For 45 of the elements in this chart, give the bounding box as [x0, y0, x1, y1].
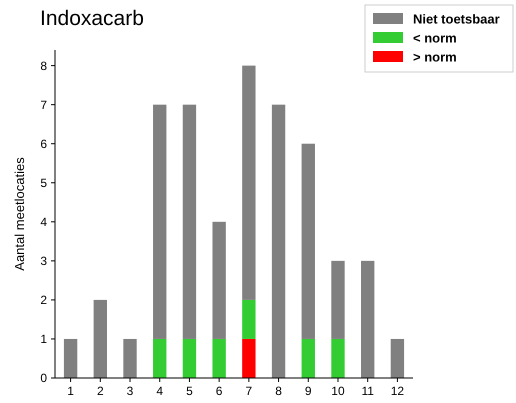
x-tick-label: 1 — [67, 384, 74, 398]
y-tick-label: 5 — [40, 176, 48, 190]
bar — [94, 300, 107, 378]
bar — [182, 338, 196, 378]
x-tick-label: 3 — [126, 384, 134, 398]
bar — [272, 104, 286, 378]
bar — [242, 338, 256, 378]
bar — [361, 260, 374, 378]
bar — [302, 338, 315, 378]
x-tick-label: 5 — [186, 384, 194, 398]
y-tick-label: 3 — [40, 254, 48, 268]
x-tick-label: 11 — [361, 384, 374, 398]
bar — [242, 66, 256, 300]
y-tick-label: 0 — [40, 371, 48, 386]
bar — [242, 300, 256, 339]
y-tick-label: 4 — [40, 215, 48, 230]
bar — [182, 104, 196, 339]
chart-title: Indoxacarb — [40, 7, 144, 30]
y-tick-label: 8 — [40, 58, 48, 73]
legend-label: Niet toetsbaar — [413, 12, 500, 27]
x-tick-label: 6 — [216, 384, 223, 398]
x-tick-label: 8 — [275, 384, 282, 398]
bar — [331, 260, 345, 339]
bar — [331, 338, 345, 378]
bar — [390, 338, 404, 378]
x-tick-label: 4 — [156, 384, 164, 398]
y-tick-label: 2 — [40, 293, 48, 308]
y-tick-label: 1 — [40, 332, 48, 346]
legend-label: < norm — [413, 30, 457, 46]
bar — [212, 338, 226, 378]
bar — [64, 338, 78, 378]
y-tick-label: 6 — [40, 136, 48, 151]
y-tick-label: 7 — [40, 98, 48, 112]
bar — [153, 104, 166, 339]
legend-label: > norm — [413, 50, 457, 65]
bar — [212, 222, 226, 339]
bar — [153, 338, 166, 378]
bar — [123, 338, 137, 378]
x-tick-label: 12 — [390, 384, 404, 398]
y-axis-title: Aantal meetlocaties — [12, 156, 27, 271]
x-tick-label: 2 — [96, 384, 104, 398]
x-tick-label: 9 — [304, 384, 312, 398]
x-tick-label: 10 — [331, 384, 345, 398]
x-tick-label: 7 — [246, 384, 253, 398]
bar — [302, 144, 315, 339]
